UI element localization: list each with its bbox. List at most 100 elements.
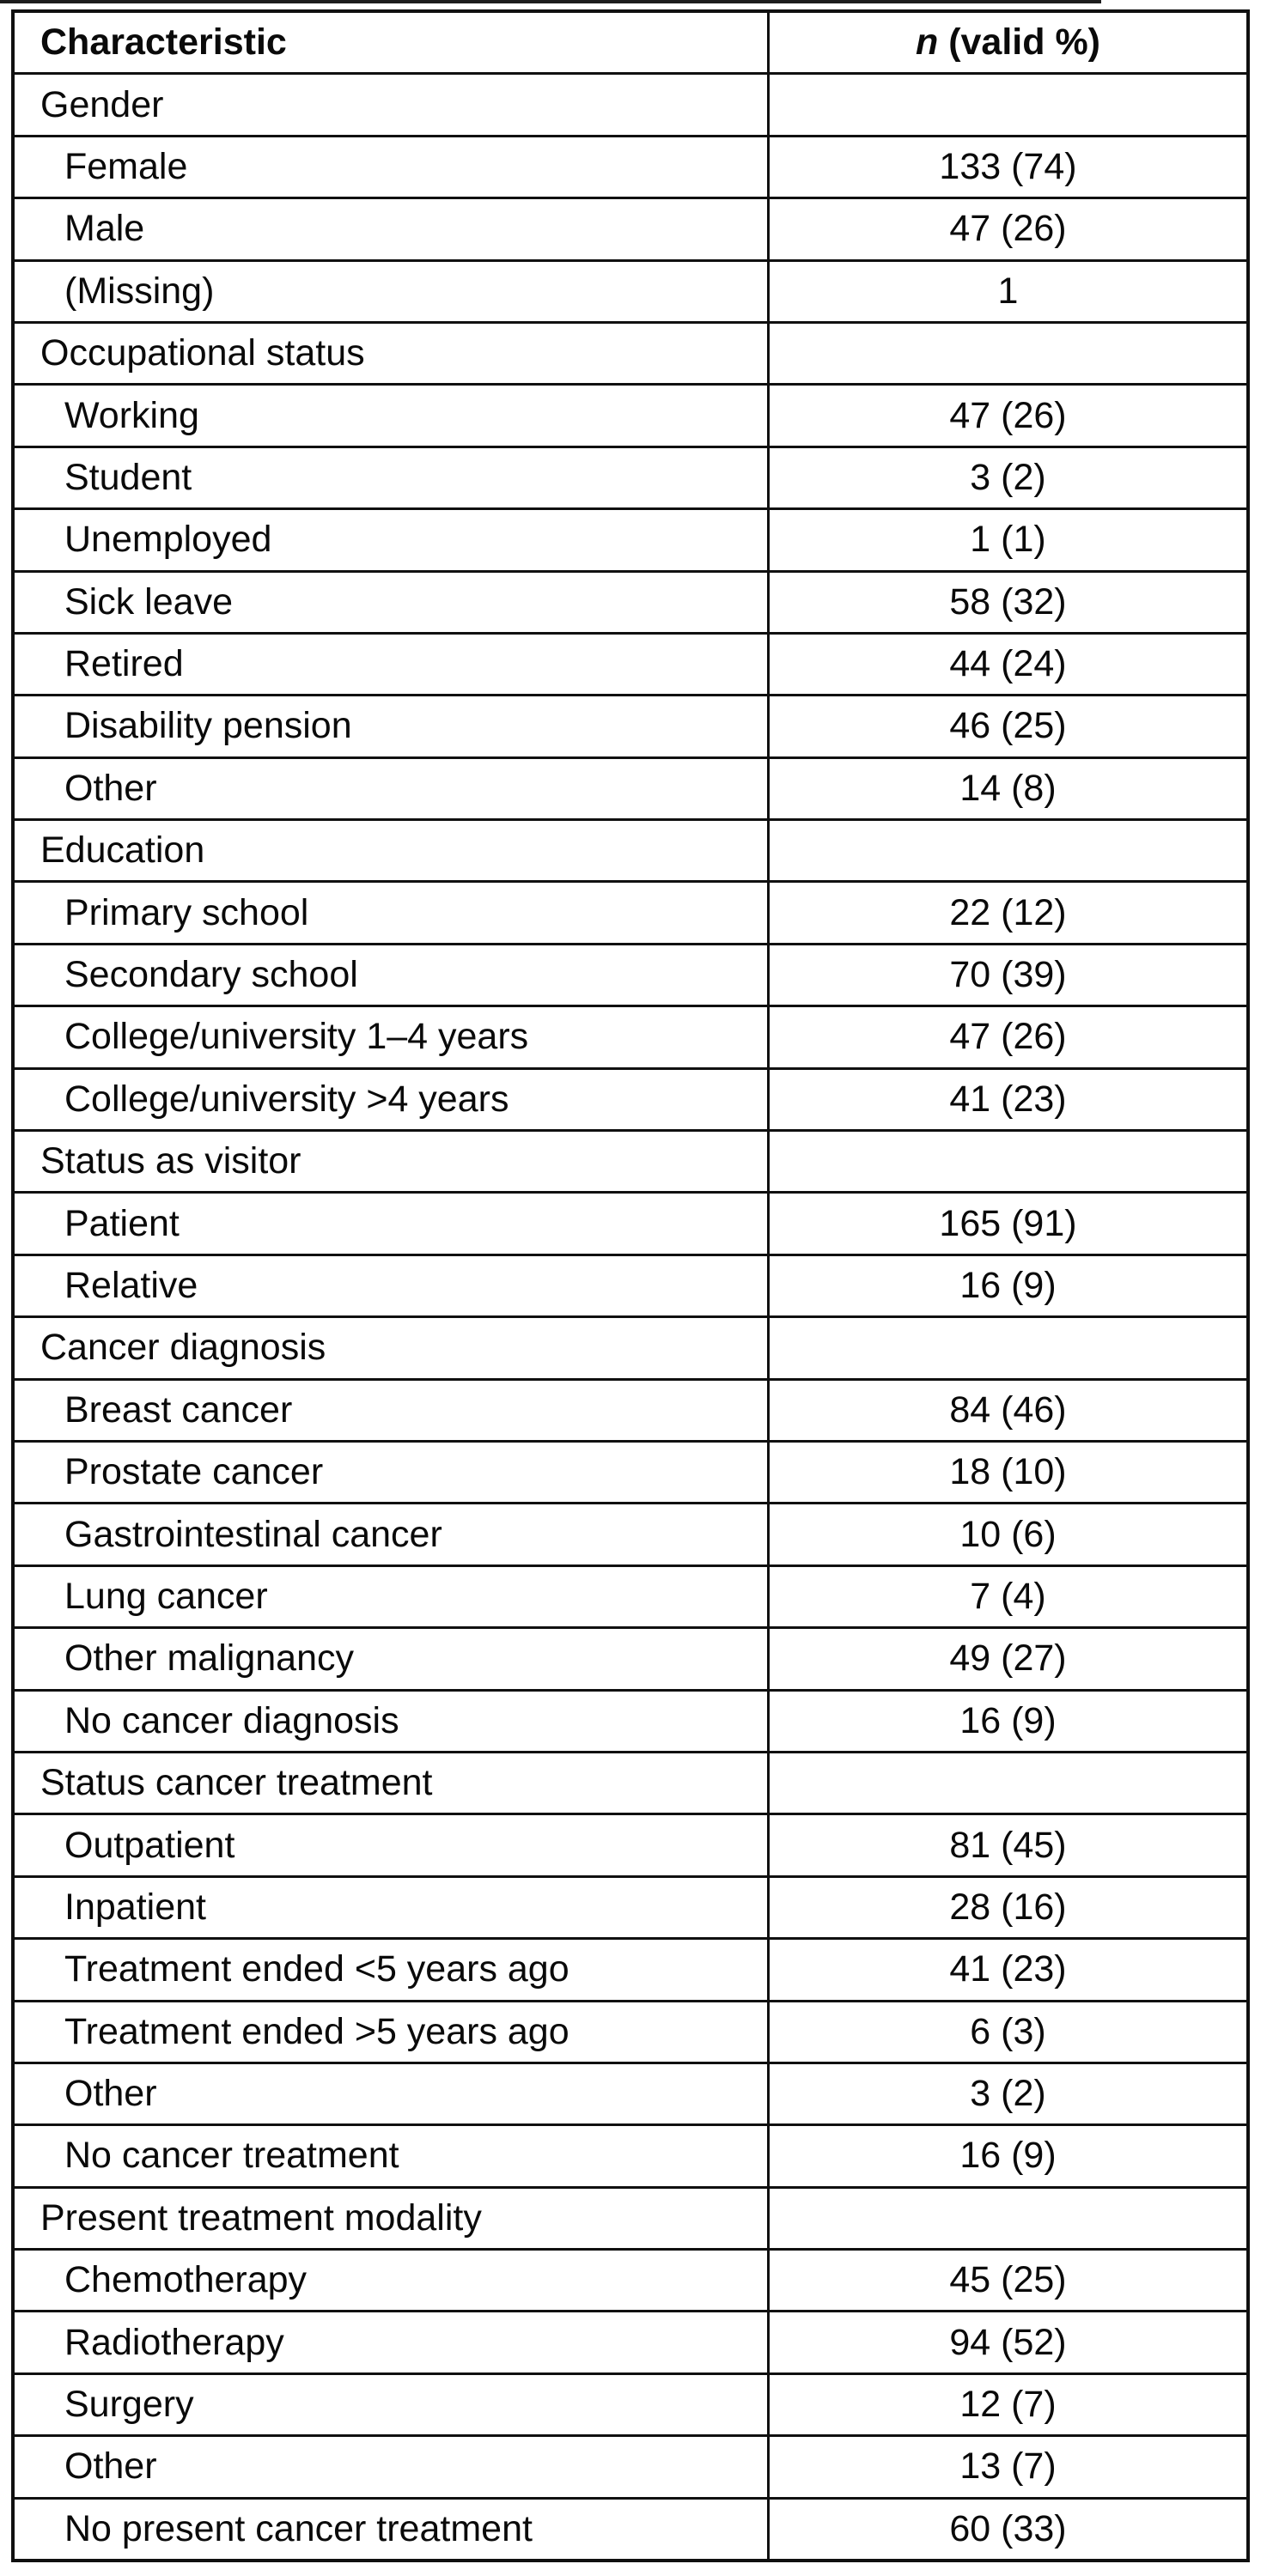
table-row: Cancer diagnosis: [15, 1315, 1246, 1378]
row-value: 84 (46): [949, 1388, 1067, 1431]
table-row: Present treatment modality: [15, 2185, 1246, 2249]
row-value: 13 (7): [959, 2445, 1057, 2488]
row-value: 58 (32): [949, 580, 1067, 623]
table-row: College/university >4 years 41 (23): [15, 1066, 1246, 1130]
table-row: No cancer diagnosis 16 (9): [15, 1688, 1246, 1751]
table-row: Sick leave 58 (32): [15, 569, 1246, 632]
table-row: Outpatient 81 (45): [15, 1813, 1246, 1875]
row-label: Unemployed: [15, 510, 770, 570]
table-row: Treatment ended <5 years ago 41 (23): [15, 1937, 1246, 2000]
row-label: Retired: [15, 634, 770, 695]
row-label: Patient: [15, 1194, 770, 1254]
row-value: 70 (39): [949, 954, 1067, 996]
table-row: Gastrointestinal cancer 10 (6): [15, 1502, 1246, 1564]
table-row: Other 14 (8): [15, 756, 1246, 819]
row-label: Surgery: [15, 2374, 770, 2435]
row-label: Primary school: [15, 883, 770, 943]
row-label: Student: [15, 447, 770, 508]
row-label: Other: [15, 2437, 770, 2497]
table-row: Occupational status: [15, 320, 1246, 384]
row-label: Chemotherapy: [15, 2251, 770, 2311]
table-row: Inpatient 28 (16): [15, 1874, 1246, 1938]
row-value: [770, 2189, 1246, 2248]
row-value: 165 (91): [939, 1202, 1077, 1244]
row-value: 3 (2): [970, 2073, 1046, 2115]
row-label: No cancer treatment: [15, 2126, 770, 2186]
table-row: Relative 16 (9): [15, 1253, 1246, 1316]
table-row: Other 3 (2): [15, 2061, 1246, 2124]
row-label: Radiotherapy: [15, 2312, 770, 2372]
table-row: Unemployed 1 (1): [15, 507, 1246, 570]
table-row: Lung cancer 7 (4): [15, 1564, 1246, 1627]
row-label: Occupational status: [15, 323, 770, 384]
table-row: Education: [15, 818, 1246, 881]
row-value: 10 (6): [959, 1513, 1057, 1555]
row-label: Gastrointestinal cancer: [15, 1504, 770, 1564]
row-value: [770, 75, 1246, 134]
row-value: 49 (27): [949, 1637, 1067, 1680]
row-label: No present cancer treatment: [15, 2499, 770, 2560]
row-label: College/university >4 years: [15, 1069, 770, 1130]
table-row: Chemotherapy 45 (25): [15, 2248, 1246, 2311]
table-row: Gender: [15, 72, 1246, 135]
row-value: 47 (26): [949, 208, 1067, 250]
row-value: 47 (26): [949, 1016, 1067, 1058]
scan-edge-artifact: [0, 0, 1101, 3]
table-row: Student 3 (2): [15, 445, 1246, 508]
row-label: Treatment ended <5 years ago: [15, 1940, 770, 2000]
table-row: Disability pension 46 (25): [15, 694, 1246, 756]
row-value: 41 (23): [949, 1078, 1067, 1120]
table-row: Secondary school 70 (39): [15, 942, 1246, 1005]
header-characteristic: Characteristic: [15, 13, 770, 73]
row-value: 1 (1): [970, 519, 1046, 561]
header-characteristic-label: Characteristic: [40, 21, 287, 64]
row-value: 44 (24): [949, 643, 1067, 685]
row-value: 1: [997, 270, 1019, 312]
header-n-italic: n: [915, 21, 939, 64]
row-value: 41 (23): [949, 1948, 1067, 1990]
row-label: Status as visitor: [15, 1132, 770, 1192]
row-value: [770, 1753, 1246, 1813]
row-value: 46 (25): [949, 705, 1067, 747]
row-label: Breast cancer: [15, 1380, 770, 1440]
row-value: 133 (74): [939, 145, 1077, 187]
header-n-valid: n (valid %): [770, 13, 1246, 72]
table-row: Other 13 (7): [15, 2434, 1246, 2497]
row-value: 3 (2): [970, 456, 1046, 498]
characteristics-table: Characteristic n (valid %) Gender Female 1…: [11, 9, 1250, 2562]
row-value: [770, 324, 1246, 383]
row-label: Female: [15, 137, 770, 197]
row-value: 12 (7): [959, 2384, 1057, 2426]
row-label: Cancer diagnosis: [15, 1318, 770, 1378]
table-row: No present cancer treatment 60 (33): [15, 2496, 1246, 2560]
row-value: [770, 1132, 1246, 1191]
row-label: Other: [15, 758, 770, 819]
table-row: Retired 44 (24): [15, 631, 1246, 695]
row-value: 81 (45): [949, 1824, 1067, 1866]
row-value: 60 (33): [949, 2507, 1067, 2549]
table-row: Female 133 (74): [15, 134, 1246, 197]
row-label: Outpatient: [15, 1815, 770, 1875]
table-row: (Missing) 1: [15, 258, 1246, 321]
row-label: Male: [15, 199, 770, 259]
row-label: Treatment ended >5 years ago: [15, 2002, 770, 2062]
table-row: Other malignancy 49 (27): [15, 1626, 1246, 1689]
row-label: Inpatient: [15, 1877, 770, 1938]
table-row: Working 47 (26): [15, 383, 1246, 446]
row-label: Working: [15, 386, 770, 446]
row-value: 6 (3): [970, 2010, 1046, 2052]
table-row: Primary school 22 (12): [15, 880, 1246, 943]
row-label: Secondary school: [15, 945, 770, 1005]
table-row: No cancer treatment 16 (9): [15, 2123, 1246, 2186]
table-row: Breast cancer 84 (46): [15, 1377, 1246, 1440]
row-value: 7 (4): [970, 1575, 1046, 1617]
table-row: Male 47 (26): [15, 197, 1246, 259]
table-row: Status as visitor: [15, 1129, 1246, 1192]
row-value: 14 (8): [959, 767, 1057, 809]
row-value: 22 (12): [949, 891, 1067, 933]
table-row: Patient 165 (91): [15, 1191, 1246, 1254]
row-label: Prostate cancer: [15, 1442, 770, 1503]
row-value: 16 (9): [959, 1265, 1057, 1306]
row-value: 45 (25): [949, 2259, 1067, 2301]
